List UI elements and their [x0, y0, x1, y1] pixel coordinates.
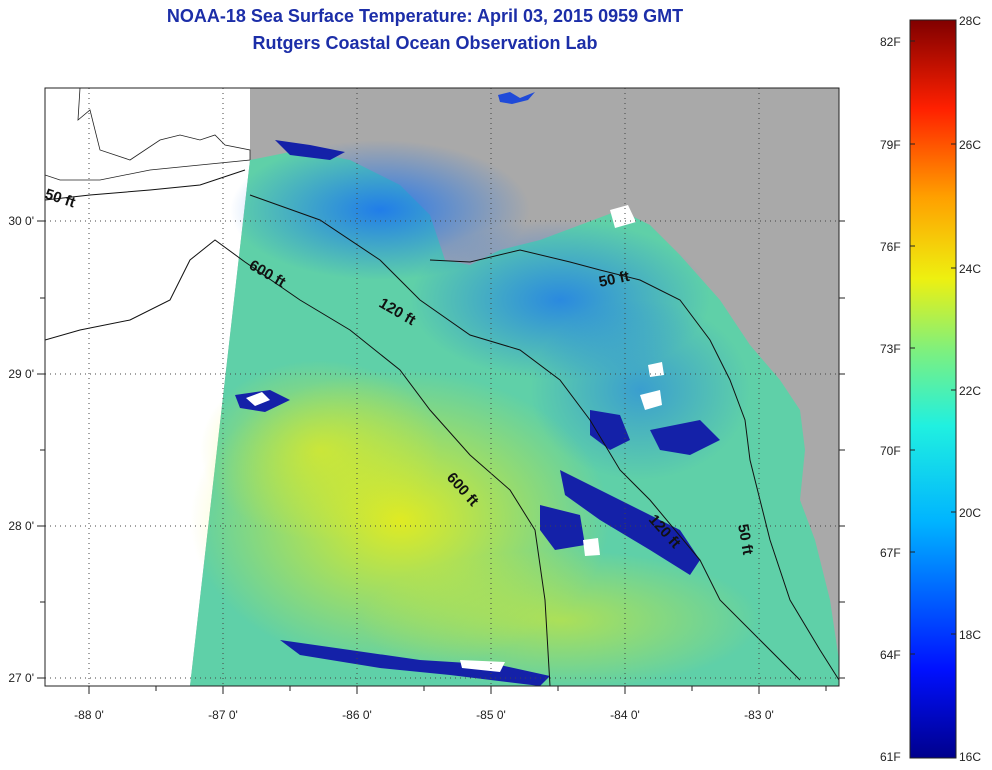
colorbar-f-label: 70F	[880, 444, 901, 458]
colorbar-ticks	[910, 40, 956, 655]
colorbar-f-label: 61F	[880, 750, 901, 764]
colorbar-c-label: 24C	[959, 262, 982, 276]
map-frame	[44, 87, 840, 687]
lat-label: 27 0'	[8, 671, 34, 685]
lat-label: 28 0'	[8, 519, 34, 533]
inland-water	[498, 92, 535, 104]
lat-label: 29 0'	[8, 367, 34, 381]
latitude-ticks	[37, 220, 845, 679]
lon-label: -86 0'	[342, 708, 372, 722]
lon-label: -87 0'	[208, 708, 238, 722]
contour-label-50ft-east: 50 ft	[597, 268, 631, 291]
colorbar-f-label: 79F	[880, 138, 901, 152]
lon-label: -84 0'	[610, 708, 640, 722]
western-coast	[45, 88, 251, 181]
colorbar	[909, 19, 957, 759]
colorbar-c-label: 28C	[959, 14, 982, 28]
chart-title: NOAA-18 Sea Surface Temperature: April 0…	[166, 6, 684, 26]
colorbar-f-label: 64F	[880, 648, 901, 662]
lon-label: -88 0'	[74, 708, 104, 722]
longitude-ticks	[88, 686, 827, 694]
colorbar-c-label: 20C	[959, 506, 982, 520]
chart-subtitle: Rutgers Coastal Ocean Observation Lab	[252, 33, 598, 53]
bathymetry-contours	[45, 169, 839, 686]
colorbar-c-label: 26C	[959, 138, 982, 152]
lon-label: -85 0'	[476, 708, 506, 722]
colorbar-f-label: 67F	[880, 546, 901, 560]
lat-label: 30 0'	[8, 214, 34, 228]
cloud-spots	[246, 205, 664, 672]
cold-water-patches	[235, 140, 720, 686]
colorbar-c-label: 16C	[959, 750, 982, 764]
colorbar-c-label: 18C	[959, 628, 982, 642]
lon-label: -83 0'	[744, 708, 774, 722]
colorbar-f-label: 73F	[880, 342, 901, 356]
colorbar-c-label: 22C	[959, 384, 982, 398]
colorbar-f-label: 82F	[880, 35, 901, 49]
contour-label-50ft-south: 50 ft	[734, 523, 756, 556]
colorbar-f-label: 76F	[880, 240, 901, 254]
